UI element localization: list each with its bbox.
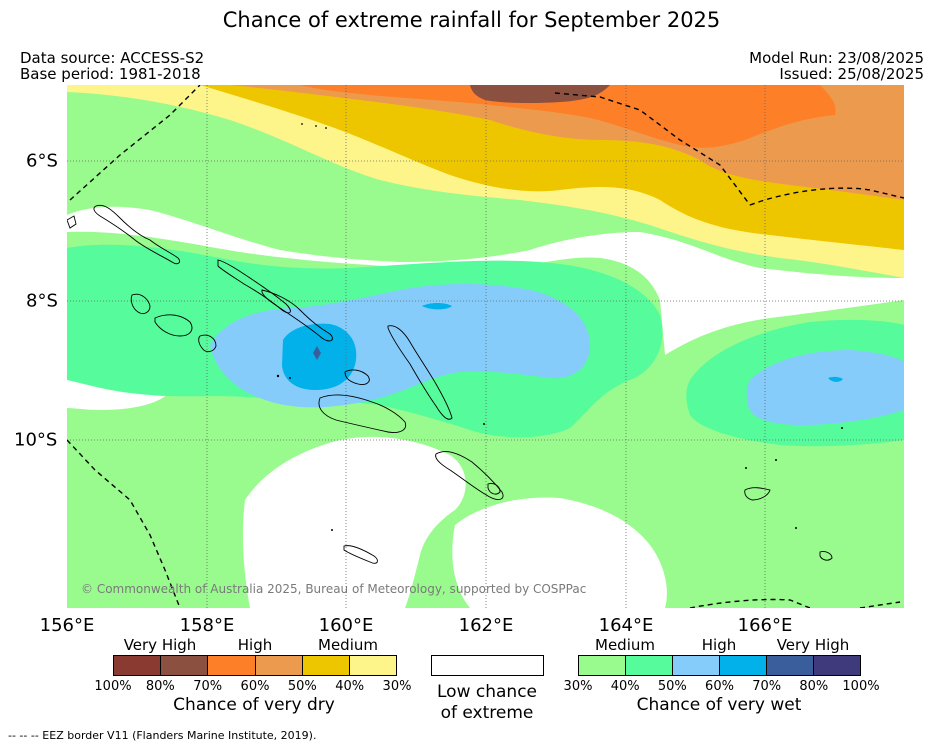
lon-label-158e: 158°E bbox=[179, 615, 235, 636]
wet-legend-title: Chance of very wet bbox=[636, 695, 802, 715]
island-santa-isabel bbox=[261, 289, 333, 342]
dry-band-80 bbox=[470, 85, 610, 104]
island-makira bbox=[435, 451, 504, 500]
wet-tick-2: 50% bbox=[657, 679, 687, 694]
island-group-west bbox=[154, 314, 193, 337]
island-vanikoro bbox=[819, 551, 833, 561]
dry-tick-6: 30% bbox=[382, 679, 412, 694]
wet-60-spot-b bbox=[828, 376, 843, 382]
island-ulawa bbox=[487, 483, 501, 495]
dry-category-high: High bbox=[237, 636, 273, 654]
low-chance-swatch bbox=[431, 655, 544, 676]
low-chance-line2: of extreme bbox=[440, 703, 534, 723]
low-chance-north bbox=[67, 206, 904, 355]
data-source: Data source: ACCESS-S2 bbox=[20, 49, 205, 67]
meta-right: Model Run: 23/08/2025 Issued: 25/08/2025 bbox=[749, 50, 924, 82]
dry-tick-5: 40% bbox=[335, 679, 365, 694]
wet-tick-6: 100% bbox=[842, 679, 880, 694]
wet-colorbar bbox=[578, 655, 861, 676]
wet-category-high: High bbox=[701, 636, 737, 654]
lon-label-156e: 156°E bbox=[39, 615, 95, 636]
lon-label-164e: 164°E bbox=[598, 615, 654, 636]
map-fill-layer bbox=[67, 85, 904, 608]
dry-swatch-1 bbox=[161, 656, 209, 675]
lon-label-162e: 162°E bbox=[458, 615, 514, 636]
low-chance-south-right bbox=[452, 497, 667, 608]
low-chance-line1: Low chance bbox=[437, 682, 537, 702]
lat-label-10s: 10°S bbox=[14, 429, 58, 451]
wet-swatch-0 bbox=[579, 656, 626, 675]
wet-swatch-2 bbox=[673, 656, 720, 675]
dry-swatch-3 bbox=[255, 656, 303, 675]
wet-tick-1: 40% bbox=[610, 679, 640, 694]
wet-tick-0: 30% bbox=[563, 679, 593, 694]
island-guadalcanal bbox=[318, 394, 407, 433]
lat-label-6s: 6°S bbox=[26, 150, 58, 172]
wet-tick-5: 80% bbox=[799, 679, 829, 694]
model-run: Model Run: 23/08/2025 bbox=[749, 49, 924, 67]
island-russell bbox=[198, 334, 217, 353]
dry-band-70 bbox=[300, 85, 836, 148]
island-florida bbox=[344, 369, 370, 385]
low-chance-label: Low chance of extreme bbox=[437, 682, 537, 724]
wet-category-medium: Medium bbox=[595, 636, 655, 654]
wet-swatch-5 bbox=[814, 656, 860, 675]
chart-title: Chance of extreme rainfall for September… bbox=[222, 8, 721, 32]
wet-swatch-1 bbox=[626, 656, 673, 675]
dry-tick-0: 100% bbox=[94, 679, 132, 694]
coastlines bbox=[67, 204, 833, 564]
issued-date: Issued: 25/08/2025 bbox=[779, 65, 924, 83]
island-choiseul bbox=[217, 259, 291, 314]
wet-60-spot-a bbox=[422, 303, 452, 310]
eez-footnote: -- -- -- EEZ border V11 (Flanders Marine… bbox=[8, 729, 317, 742]
dry-legend-title: Chance of very dry bbox=[173, 695, 335, 715]
low-chance-south-center bbox=[242, 436, 466, 608]
wet-tick-4: 70% bbox=[752, 679, 782, 694]
island-malaita bbox=[387, 325, 453, 420]
dry-tick-3: 60% bbox=[240, 679, 270, 694]
island-rennell bbox=[343, 545, 378, 564]
dry-tick-2: 70% bbox=[193, 679, 223, 694]
lat-label-8s: 8°S bbox=[26, 290, 58, 312]
island-bougainville bbox=[93, 204, 181, 265]
island-west-edge bbox=[67, 215, 77, 229]
lon-label-166e: 166°E bbox=[737, 615, 793, 636]
island-new-georgia bbox=[130, 293, 151, 315]
wet-70-spot bbox=[313, 346, 321, 360]
wet-tick-3: 60% bbox=[705, 679, 734, 694]
eez-borders bbox=[67, 85, 904, 608]
small-islets bbox=[276, 123, 843, 531]
dry-category-medium: Medium bbox=[318, 636, 378, 654]
dry-category-very-high: Very High bbox=[123, 636, 197, 654]
dry-swatch-2 bbox=[208, 656, 256, 675]
island-santa-cruz bbox=[744, 487, 771, 501]
wet-swatch-4 bbox=[767, 656, 814, 675]
dry-colorbar bbox=[113, 655, 397, 676]
wet-60-core bbox=[282, 323, 357, 390]
dry-swatch-5 bbox=[349, 656, 397, 675]
meta-left: Data source: ACCESS-S2 Base period: 1981… bbox=[20, 50, 204, 82]
wet-category-very-high: Very High bbox=[776, 636, 850, 654]
base-period: Base period: 1981-2018 bbox=[20, 65, 201, 83]
wet-swatch-3 bbox=[720, 656, 767, 675]
graticule bbox=[67, 85, 904, 608]
dry-swatch-4 bbox=[302, 656, 350, 675]
copyright-notice: © Commonwealth of Australia 2025, Bureau… bbox=[81, 582, 587, 596]
dry-tick-1: 80% bbox=[145, 679, 175, 694]
dry-swatch-0 bbox=[114, 656, 162, 675]
wet-50-east bbox=[746, 350, 904, 425]
dry-tick-4: 50% bbox=[287, 679, 317, 694]
lon-label-160e: 160°E bbox=[318, 615, 374, 636]
